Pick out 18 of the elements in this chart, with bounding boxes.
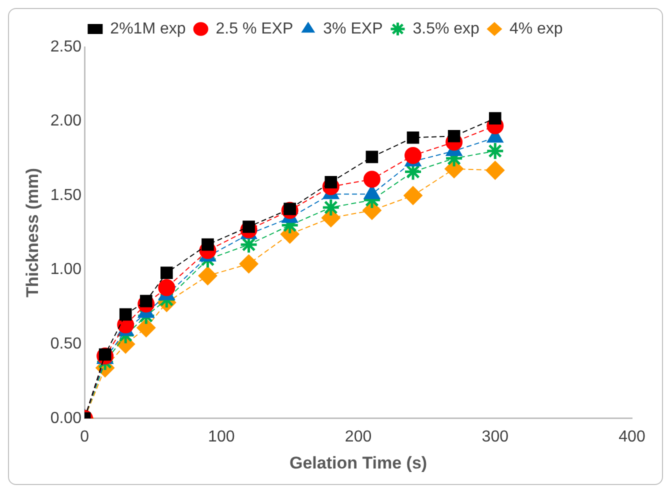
legend-label: 2%1M exp (110, 20, 186, 38)
y-tick-label: 0.00 (50, 410, 82, 427)
y-axis-title: Thickness (mm) (22, 168, 42, 298)
y-tick-label: 2.50 (50, 38, 82, 56)
x-tick-label: 0 (80, 428, 90, 446)
y-tick-label: 1.50 (50, 186, 82, 204)
x-tick-label: 300 (482, 428, 509, 446)
x-tick-label: 400 (618, 428, 646, 446)
legend-label: 3.5% exp (412, 20, 480, 38)
legend-label: 3% EXP (323, 20, 383, 38)
y-tick-label: 1.00 (50, 261, 82, 278)
x-axis-title: Gelation Time (s) (289, 453, 428, 472)
y-tick-label: 0.50 (50, 336, 82, 353)
y-tick-label: 2.00 (50, 112, 82, 130)
x-tick-label: 200 (344, 428, 372, 446)
legend-label: 2.5 % EXP (216, 20, 294, 38)
legend-label: 4% exp (509, 20, 563, 38)
x-tick-label: 100 (208, 428, 235, 446)
